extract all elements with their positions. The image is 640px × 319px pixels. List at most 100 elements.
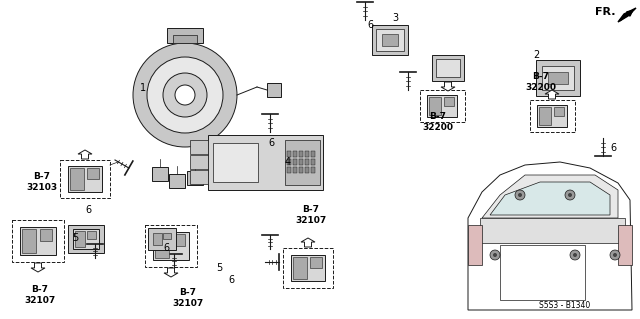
Text: 5: 5 [72, 233, 78, 243]
Bar [68, 225, 104, 253]
Bar [155, 234, 170, 258]
Bar [145, 225, 197, 267]
Bar [539, 107, 551, 125]
Bar [500, 245, 585, 300]
Bar [427, 95, 457, 117]
Polygon shape [490, 182, 610, 215]
Bar [267, 83, 281, 97]
Bar [152, 167, 168, 181]
Polygon shape [545, 90, 559, 99]
Bar [153, 233, 162, 245]
Bar [468, 225, 482, 265]
Polygon shape [441, 82, 455, 91]
Bar [376, 29, 404, 51]
Polygon shape [468, 162, 632, 310]
Bar [548, 72, 568, 84]
Text: B-7
32200: B-7 32200 [525, 72, 557, 92]
Bar [73, 229, 99, 249]
Bar [60, 160, 110, 198]
Bar [151, 231, 173, 247]
Bar [167, 28, 203, 43]
Bar [40, 229, 52, 241]
Bar [20, 227, 56, 255]
Bar [12, 220, 64, 262]
Bar [293, 257, 307, 279]
Bar [283, 248, 333, 288]
Bar [305, 151, 308, 157]
Bar [305, 159, 308, 165]
Bar [189, 140, 207, 154]
Text: B-7
32107: B-7 32107 [24, 285, 56, 305]
Bar [310, 159, 314, 165]
Bar [432, 55, 464, 81]
Bar [310, 167, 314, 173]
Bar [285, 139, 319, 184]
Bar [148, 228, 176, 250]
Text: 6: 6 [85, 205, 91, 215]
Bar [537, 105, 567, 127]
Bar [420, 90, 465, 122]
Bar [291, 255, 325, 281]
Text: 6: 6 [228, 275, 234, 285]
Polygon shape [164, 268, 178, 277]
Bar [70, 168, 84, 190]
Circle shape [147, 57, 223, 133]
Text: 1: 1 [140, 83, 146, 93]
Text: B-7
32107: B-7 32107 [172, 288, 204, 308]
Bar [310, 151, 314, 157]
Circle shape [133, 43, 237, 147]
Bar [163, 233, 171, 239]
Bar [173, 35, 197, 43]
Bar [305, 167, 308, 173]
Text: 6: 6 [610, 143, 616, 153]
Text: 5: 5 [216, 263, 222, 273]
Bar [75, 231, 85, 247]
Polygon shape [78, 150, 92, 159]
Circle shape [490, 250, 500, 260]
Bar [212, 143, 257, 182]
Text: 6: 6 [163, 243, 169, 253]
Bar [429, 97, 441, 115]
Bar [86, 168, 99, 179]
Bar [189, 170, 207, 184]
Bar [207, 135, 323, 189]
Bar [298, 151, 303, 157]
Polygon shape [618, 8, 636, 22]
Circle shape [518, 193, 522, 197]
Bar [310, 257, 321, 268]
Bar [22, 229, 36, 253]
Text: 4: 4 [285, 157, 291, 167]
Bar [298, 159, 303, 165]
Bar [372, 25, 408, 55]
Bar [173, 234, 186, 246]
Bar [618, 225, 632, 265]
Circle shape [573, 253, 577, 257]
Bar [298, 167, 303, 173]
Text: S5S3 - B1340: S5S3 - B1340 [540, 300, 591, 309]
Bar [287, 167, 291, 173]
Bar [542, 66, 574, 90]
Circle shape [610, 250, 620, 260]
Bar [187, 171, 203, 185]
Bar [536, 60, 580, 96]
Bar [292, 151, 296, 157]
Text: 3: 3 [392, 13, 398, 23]
Bar [530, 100, 575, 132]
Circle shape [570, 250, 580, 260]
Polygon shape [482, 175, 618, 218]
Bar [382, 34, 398, 46]
Bar [436, 59, 460, 77]
Text: FR.: FR. [595, 7, 615, 17]
Bar [292, 159, 296, 165]
Circle shape [163, 73, 207, 117]
Circle shape [568, 193, 572, 197]
Circle shape [175, 85, 195, 105]
Bar [169, 174, 185, 188]
Circle shape [613, 253, 617, 257]
Bar [444, 97, 454, 106]
Bar [153, 232, 189, 260]
Text: B-7
32107: B-7 32107 [296, 205, 326, 225]
Text: B-7
32103: B-7 32103 [26, 172, 58, 192]
Polygon shape [31, 263, 45, 272]
Text: 6: 6 [367, 20, 373, 30]
